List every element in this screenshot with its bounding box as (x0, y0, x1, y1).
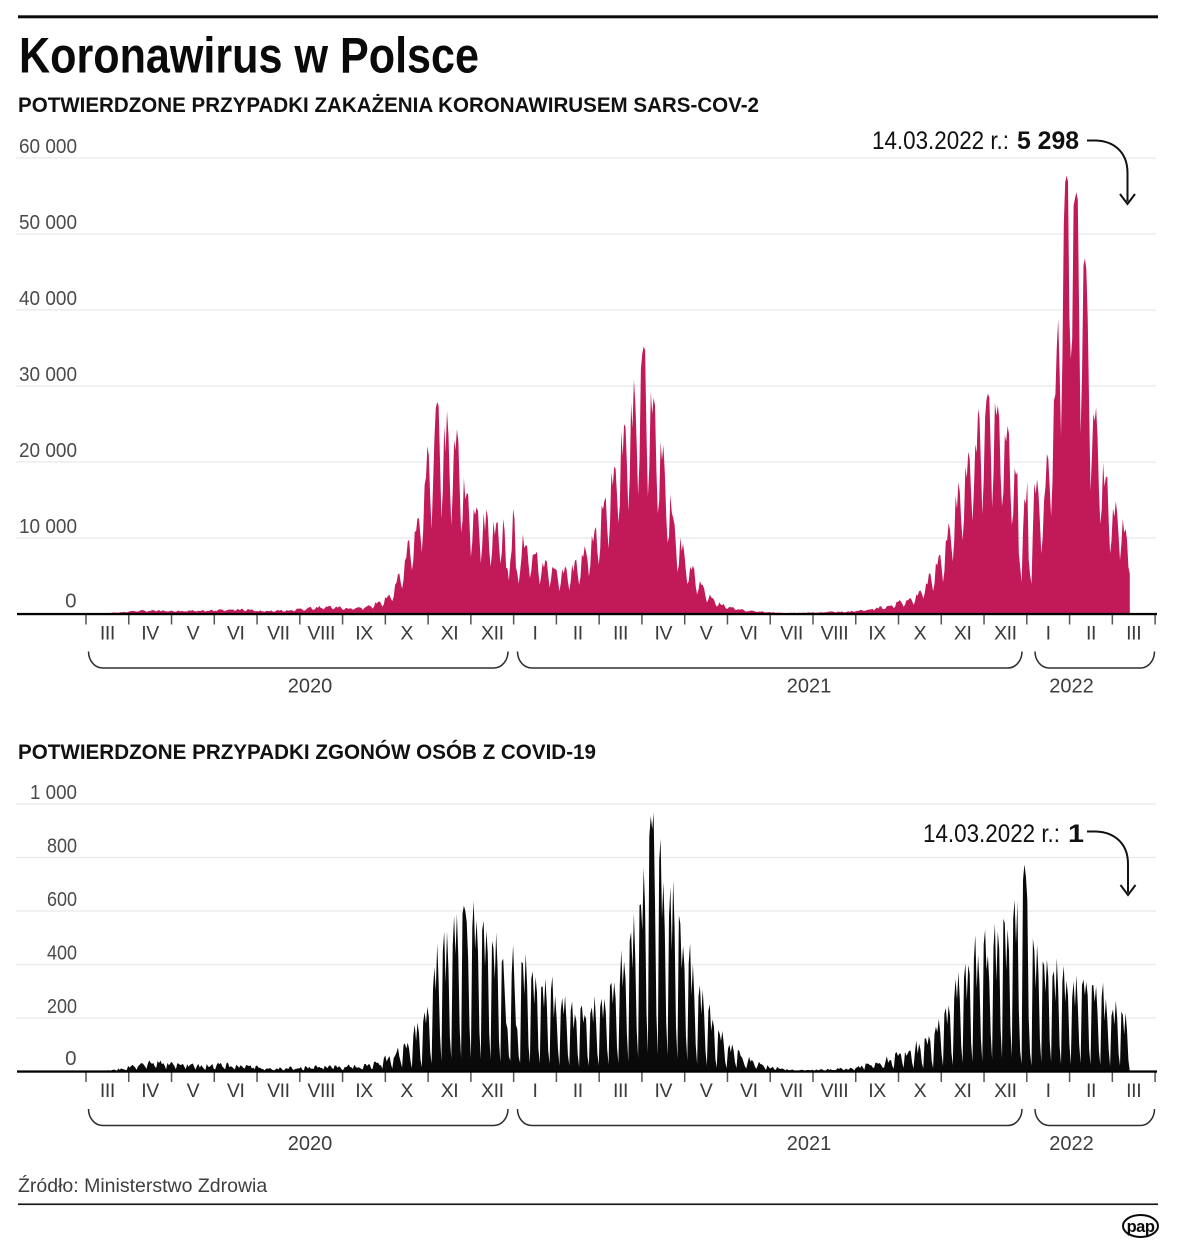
svg-text:VI: VI (740, 623, 758, 645)
svg-text:X: X (400, 623, 413, 645)
svg-text:VI: VI (227, 623, 245, 645)
svg-text:IV: IV (654, 623, 672, 645)
svg-text:III: III (613, 623, 628, 645)
svg-text:200: 200 (47, 995, 77, 1018)
svg-text:X: X (914, 623, 927, 645)
svg-text:III: III (100, 623, 115, 645)
svg-text:IV: IV (141, 1080, 159, 1102)
svg-text:2022: 2022 (1049, 676, 1094, 698)
svg-text:VII: VII (267, 623, 290, 645)
svg-text:1 000: 1 000 (30, 781, 77, 804)
svg-text:0: 0 (65, 590, 76, 613)
svg-text:20 000: 20 000 (19, 439, 77, 462)
svg-text:VIII: VIII (307, 623, 335, 645)
svg-text:400: 400 (47, 941, 77, 964)
svg-text:V: V (700, 1080, 713, 1102)
svg-text:VIII: VIII (821, 623, 849, 645)
svg-text:XII: XII (481, 1080, 504, 1102)
svg-text:14.03.2022 r.:: 14.03.2022 r.: (872, 127, 1009, 155)
svg-text:VII: VII (780, 1080, 803, 1102)
svg-text:Źródło: Ministerstwo Zdrowia: Źródło: Ministerstwo Zdrowia (18, 1174, 267, 1197)
svg-text:I: I (1046, 623, 1051, 645)
svg-text:III: III (100, 1080, 115, 1102)
svg-text:XI: XI (954, 623, 972, 645)
svg-text:2021: 2021 (787, 676, 832, 698)
svg-text:pap: pap (1127, 1218, 1155, 1236)
svg-text:VII: VII (780, 623, 803, 645)
svg-text:2020: 2020 (288, 676, 333, 698)
svg-text:V: V (187, 1080, 200, 1102)
svg-text:I: I (532, 1080, 537, 1102)
svg-text:5 298: 5 298 (1017, 127, 1079, 155)
svg-text:VIII: VIII (307, 1080, 335, 1102)
svg-text:XI: XI (441, 623, 459, 645)
svg-text:2021: 2021 (787, 1133, 832, 1155)
svg-text:II: II (573, 623, 583, 645)
svg-text:10 000: 10 000 (19, 515, 77, 538)
svg-text:30 000: 30 000 (19, 363, 77, 386)
svg-text:2020: 2020 (288, 1133, 333, 1155)
svg-text:VIII: VIII (821, 1080, 849, 1102)
svg-text:I: I (1046, 1080, 1051, 1102)
svg-text:50 000: 50 000 (19, 211, 77, 234)
svg-text:XII: XII (994, 623, 1017, 645)
svg-text:600: 600 (47, 888, 77, 911)
svg-text:X: X (400, 1080, 413, 1102)
svg-text:IV: IV (654, 1080, 672, 1102)
svg-text:POTWIERDZONE PRZYPADKI ZGONÓW: POTWIERDZONE PRZYPADKI ZGONÓW OSÓB Z COV… (18, 740, 596, 764)
svg-text:V: V (700, 623, 713, 645)
svg-text:Koronawirus w Polsce: Koronawirus w Polsce (19, 28, 479, 84)
svg-text:40 000: 40 000 (19, 287, 77, 310)
svg-text:III: III (1126, 623, 1141, 645)
svg-text:III: III (613, 1080, 628, 1102)
svg-text:1: 1 (1068, 820, 1084, 848)
svg-text:II: II (1086, 623, 1096, 645)
svg-text:XII: XII (481, 623, 504, 645)
svg-text:IX: IX (868, 1080, 886, 1102)
svg-text:XI: XI (441, 1080, 459, 1102)
svg-text:XI: XI (954, 1080, 972, 1102)
svg-text:V: V (187, 623, 200, 645)
svg-text:2022: 2022 (1049, 1133, 1094, 1155)
svg-text:III: III (1126, 1080, 1141, 1102)
svg-text:VI: VI (227, 1080, 245, 1102)
svg-text:POTWIERDZONE PRZYPADKI ZAKAŻEN: POTWIERDZONE PRZYPADKI ZAKAŻENIA KORONAW… (18, 94, 759, 117)
svg-text:II: II (573, 1080, 583, 1102)
svg-text:VII: VII (267, 1080, 290, 1102)
svg-text:14.03.2022 r.:: 14.03.2022 r.: (923, 820, 1060, 848)
svg-text:IX: IX (355, 623, 373, 645)
svg-text:X: X (914, 1080, 927, 1102)
svg-text:60 000: 60 000 (19, 135, 77, 158)
svg-text:I: I (532, 623, 537, 645)
svg-text:IX: IX (355, 1080, 373, 1102)
svg-text:IV: IV (141, 623, 159, 645)
svg-text:VI: VI (740, 1080, 758, 1102)
svg-text:II: II (1086, 1080, 1096, 1102)
svg-text:0: 0 (65, 1047, 76, 1070)
svg-text:800: 800 (47, 834, 77, 857)
svg-text:XII: XII (994, 1080, 1017, 1102)
svg-text:IX: IX (868, 623, 886, 645)
